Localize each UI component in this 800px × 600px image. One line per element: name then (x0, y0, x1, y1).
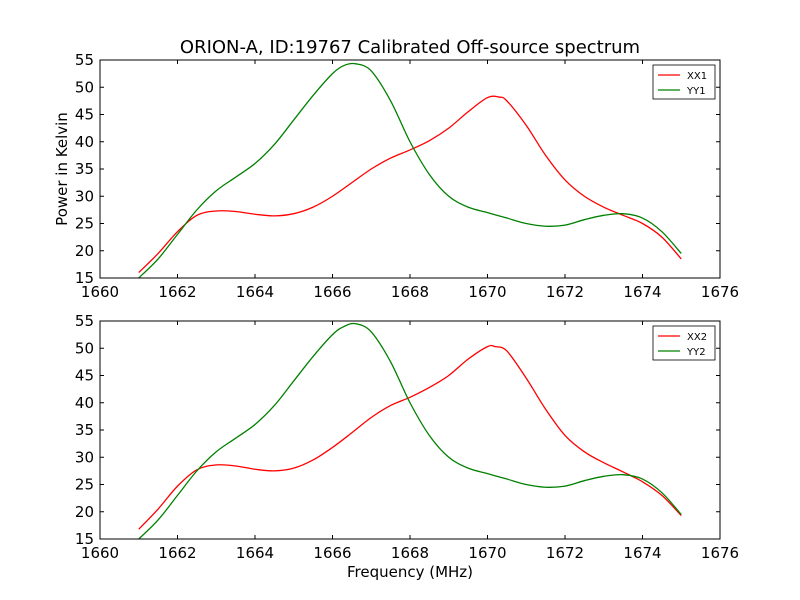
x-tick-label: 1668 (391, 544, 429, 562)
x-tick-label: 1668 (391, 283, 429, 301)
x-tick-label: 1662 (158, 544, 196, 562)
x-tick-label: 1672 (546, 544, 584, 562)
x-axis-label: Frequency (MHz) (347, 563, 473, 581)
legend-label-xx1: XX1 (687, 71, 707, 82)
series-line-xx2 (138, 344, 682, 530)
legend-label-yy2: YY2 (686, 347, 706, 358)
y-tick-label: 40 (75, 133, 94, 151)
subplot-bottom: 1660 1662 1664 1666 1668 1670 1672 1674 1676 15 20… (75, 312, 739, 581)
y-tick-label: 15 (75, 530, 94, 548)
series-line-xx1 (138, 95, 682, 274)
x-tick-label: 1674 (623, 544, 661, 562)
y-tick-label: 50 (75, 339, 94, 357)
y-tick-label: 55 (75, 312, 94, 330)
x-tick-label: 1660 (81, 544, 119, 562)
legend-label-xx2: XX2 (687, 332, 707, 343)
x-tick-label: 1664 (236, 544, 274, 562)
y-tick-label: 35 (75, 160, 94, 178)
x-tick-label: 1666 (313, 283, 351, 301)
subplot-top: 1660 1662 1664 1666 1668 1670 1672 1674 1676 15 20… (53, 51, 739, 301)
y-tick-label: 40 (75, 394, 94, 412)
x-tick-label: 1664 (236, 283, 274, 301)
y-tick-label: 20 (75, 503, 94, 521)
y-tick-label: 30 (75, 448, 94, 466)
x-tick-label: 1676 (701, 283, 739, 301)
y-tick-label: 15 (75, 269, 94, 287)
x-tick-label: 1672 (546, 283, 584, 301)
x-tick-label: 1666 (313, 544, 351, 562)
y-tick-label: 30 (75, 187, 94, 205)
series-line-yy1 (138, 62, 682, 278)
legend-label-yy1: YY1 (686, 86, 706, 97)
y-tick-label: 45 (75, 106, 94, 124)
y-tick-label: 25 (75, 476, 94, 494)
y-tick-label: 55 (75, 51, 94, 69)
legend-frame (652, 325, 716, 361)
y-tick-label: 45 (75, 367, 94, 385)
series-line-yy2 (138, 322, 682, 539)
figure-title: ORION-A, ID:19767 Calibrated Off-source … (180, 37, 640, 58)
x-tick-label: 1670 (468, 544, 506, 562)
y-tick-label: 50 (75, 78, 94, 96)
x-tick-label: 1670 (468, 283, 506, 301)
y-tick-label: 20 (75, 242, 94, 260)
x-tick-label: 1676 (701, 544, 739, 562)
legend-frame (652, 64, 716, 100)
y-axis-label: Power in Kelvin (53, 112, 71, 226)
x-tick-label: 1674 (623, 283, 661, 301)
x-tick-label: 1660 (81, 283, 119, 301)
x-tick-label: 1662 (158, 283, 196, 301)
y-tick-label: 25 (75, 215, 94, 233)
y-tick-label: 35 (75, 421, 94, 439)
